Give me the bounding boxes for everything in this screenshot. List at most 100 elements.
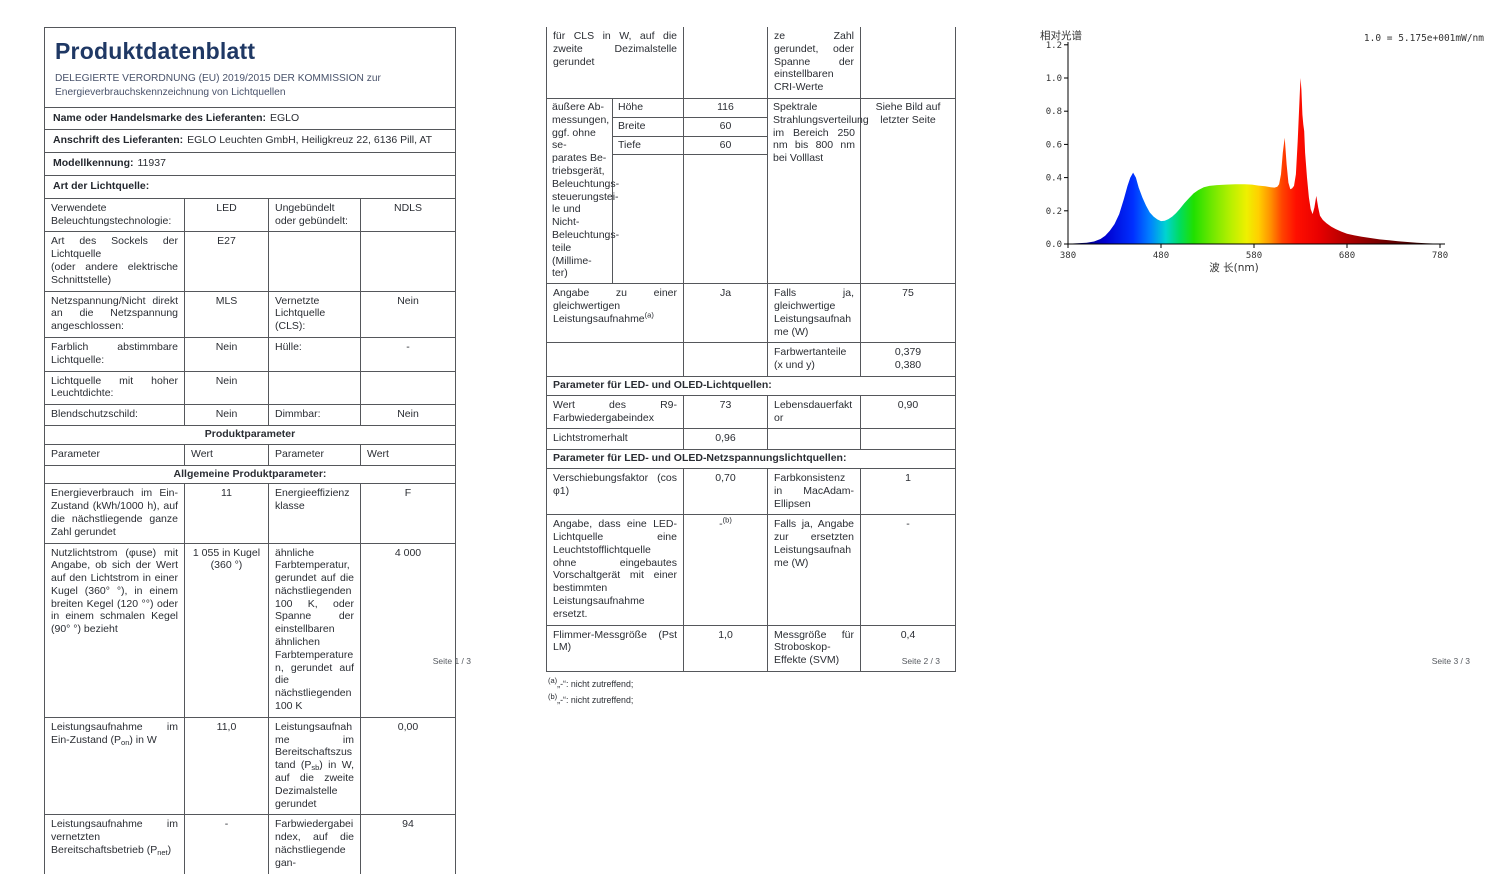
param-cell bbox=[269, 371, 361, 405]
page-2: für CLS in W, auf die zweite Dezimalstel… bbox=[546, 27, 956, 711]
value-cell: NDLS bbox=[393, 201, 422, 214]
supplier-value: EGLO bbox=[270, 111, 300, 124]
param-cell: Messgröße für Stroboskop-Effekte (SVM) bbox=[768, 625, 861, 672]
value-cell: Nein bbox=[185, 337, 269, 371]
superscript: (a) bbox=[644, 310, 654, 320]
param-cell: Leistungsaufnahme im vernetzten Bereitsc… bbox=[45, 815, 185, 874]
y-tick-label: 1.0 bbox=[1046, 74, 1062, 84]
column-header-row: Parameter Wert Parameter Wert bbox=[45, 444, 455, 466]
value-cell: MLS bbox=[185, 291, 269, 337]
light-source-type-label: Art der Lichtquelle: bbox=[53, 179, 150, 192]
y-tick-label: 0.2 bbox=[1046, 207, 1062, 217]
light-source-type-row: Art der Lichtquelle: bbox=[45, 176, 455, 199]
param-cell: Leistungsaufnahme im Bereitschaftszustan… bbox=[269, 717, 361, 815]
param-cell: Spektrale Strahlungsverteilung im Bereic… bbox=[768, 98, 869, 284]
y-tick-label: 0.8 bbox=[1046, 107, 1062, 117]
param-cell: Ungebündelt oder gebündelt: bbox=[269, 198, 361, 232]
page-1: Produktdatenblatt DELEGIERTE VERORDNUNG … bbox=[44, 27, 456, 874]
table-row: Wert des R9-Farbwiedergabeindex 73 Leben… bbox=[547, 395, 955, 430]
param-cell: Leistungsaufnahme im Ein-Zustand (Pon) i… bbox=[45, 717, 185, 815]
param-cell: Lichtquelle mit hoher Leuchtdichte: bbox=[45, 371, 185, 405]
address-row: Anschrift des Lieferanten: EGLO Leuchten … bbox=[45, 130, 455, 154]
filler bbox=[613, 155, 684, 284]
spectral-curve bbox=[1068, 78, 1440, 244]
param-cell: Lebensdauerfaktor bbox=[768, 395, 861, 429]
value-cell: 0,70 bbox=[684, 468, 768, 515]
value-cell: Nein bbox=[397, 408, 419, 421]
x-tick-label: 480 bbox=[1153, 251, 1169, 261]
model-label: Modellkennung: bbox=[53, 157, 134, 170]
param-cell: Dimmbar: bbox=[269, 405, 361, 425]
value-cell: Ja bbox=[684, 284, 768, 343]
page-1-footer: Seite 1 / 3 bbox=[432, 656, 471, 666]
subtitle-line-2: Energieverbrauchskennzeichnung von Licht… bbox=[55, 86, 286, 98]
value-cell: E27 bbox=[185, 232, 269, 291]
param-cell: Hülle: bbox=[269, 337, 361, 371]
table-row: Netzspannung/Nicht direkt an die Netzspa… bbox=[45, 291, 455, 338]
value-cell bbox=[361, 232, 455, 290]
regulation-subtitle: DELEGIERTE VERORDNUNG (EU) 2019/2015 DER… bbox=[55, 72, 445, 100]
param-cell bbox=[269, 232, 361, 291]
param-cell bbox=[547, 343, 684, 376]
subtitle-line-1: DELEGIERTE VERORDNUNG (EU) 2019/2015 DER… bbox=[55, 73, 381, 85]
table-row: Lichtstromerhalt 0,96 bbox=[547, 429, 955, 451]
param-cell: Netzspannung/Nicht direkt an die Netzspa… bbox=[45, 291, 185, 337]
param-cell: Flimmer-Messgröße (Pst LM) bbox=[547, 625, 684, 672]
dim-width-value: 60 bbox=[684, 117, 768, 137]
dim-width-label: Breite bbox=[613, 117, 684, 137]
table-row: Angabe zu einer gleichwertigen Leistungs… bbox=[547, 284, 955, 344]
value-cell bbox=[361, 372, 455, 405]
spectral-chart-svg: 0.0 0.2 0.4 0.6 0.8 1.0 1.2 380 480 580 680 780 相对光谱… bbox=[1040, 29, 1484, 274]
value-cell: Nein bbox=[397, 294, 419, 307]
value-cell: 73 bbox=[684, 395, 768, 429]
y-axis-title: 相对光谱 bbox=[1040, 29, 1082, 42]
x-tick-label: 680 bbox=[1339, 251, 1355, 261]
superscript: (b) bbox=[722, 515, 732, 525]
value-cell: 0,00 bbox=[397, 720, 419, 733]
param-cell: Falls ja, gleichwertige Leistungsaufnahm… bbox=[768, 284, 861, 343]
value-cell bbox=[684, 27, 768, 98]
param-cell: Farbwiedergabein­dex, auf die nächstlieg… bbox=[269, 815, 361, 874]
x-tick-label: 580 bbox=[1246, 251, 1262, 261]
value-cell: 0,96 bbox=[684, 429, 768, 450]
table-row: Verwendete Beleuchtungstechnologie: LED … bbox=[45, 198, 455, 233]
section-header-allgemeine: Allgemeine Produktparameter: bbox=[45, 466, 455, 485]
section-header-led: Parameter für LED- und OLED-Lichtquellen… bbox=[547, 377, 955, 396]
footnote-b: (b)„-“: nicht zutreffend; bbox=[548, 691, 634, 705]
spectral-distribution-chart: 0.0 0.2 0.4 0.6 0.8 1.0 1.2 380 480 580 680 780 相对光谱… bbox=[1038, 28, 1486, 276]
value-cell bbox=[861, 27, 955, 98]
y-tick-label: 1.2 bbox=[1046, 41, 1062, 51]
value-cell: LED bbox=[185, 198, 269, 232]
param-cell: Nutzlichtstrom (φuse) mit Angabe, ob sic… bbox=[45, 543, 185, 717]
value-cell bbox=[684, 343, 768, 376]
param-cell: Verschiebungsfaktor (cos φ1) bbox=[547, 468, 684, 515]
col-header: Parameter bbox=[269, 444, 361, 465]
value-cell: 1 bbox=[905, 471, 911, 484]
value-cell: 0,4 bbox=[900, 628, 916, 641]
subscript: sb bbox=[311, 763, 320, 773]
col-header: Wert bbox=[185, 444, 269, 465]
value-cell: 0,379 0,380 bbox=[894, 346, 922, 372]
table-row: Art des Sockels der Lichtquelle (oder an… bbox=[45, 232, 455, 292]
dim-depth-label: Tiefe bbox=[613, 136, 684, 156]
title-block: Produktdatenblatt DELEGIERTE VERORDNUNG … bbox=[45, 28, 455, 108]
model-value: 11937 bbox=[137, 157, 166, 170]
table-row: Leistungsaufnahme im Ein-Zustand (Pon) i… bbox=[45, 717, 455, 816]
param-cell: Wert des R9-Farbwiedergabeindex bbox=[547, 395, 684, 429]
param-cell: Energieverbrauch im Ein-Zustand (kWh/100… bbox=[45, 484, 185, 543]
page-3-footer: Seite 3 / 3 bbox=[1431, 656, 1470, 666]
supplier-row: Name oder Handelsmarke des Lieferanten: E… bbox=[45, 108, 455, 131]
value-cell: 94 bbox=[402, 818, 414, 831]
value-cell: F bbox=[404, 487, 412, 500]
y-tick-label: 0.0 bbox=[1046, 240, 1062, 250]
value-cell: 1 055 in Kugel (360 °) bbox=[185, 543, 269, 717]
address-value: EGLO Leuchten GmbH, Heiligkreuz 22, 6136… bbox=[187, 134, 433, 147]
value-cell: 75 bbox=[902, 287, 914, 300]
param-cell: Angabe, dass eine LED-Lichtquelle eine L… bbox=[547, 515, 684, 625]
page-title: Produktdatenblatt bbox=[55, 38, 256, 64]
page-2-footer: Seite 2 / 3 bbox=[901, 656, 940, 666]
footnote-a: (a)„-“: nicht zutreffend; bbox=[548, 676, 634, 690]
x-axis-label: 波 长(nm) bbox=[1209, 261, 1258, 274]
supplier-label: Name oder Handelsmarke des Lieferanten: bbox=[53, 111, 266, 124]
dimensions-label: äußere Ab- messungen, ggf. ohne se- para… bbox=[547, 98, 619, 284]
